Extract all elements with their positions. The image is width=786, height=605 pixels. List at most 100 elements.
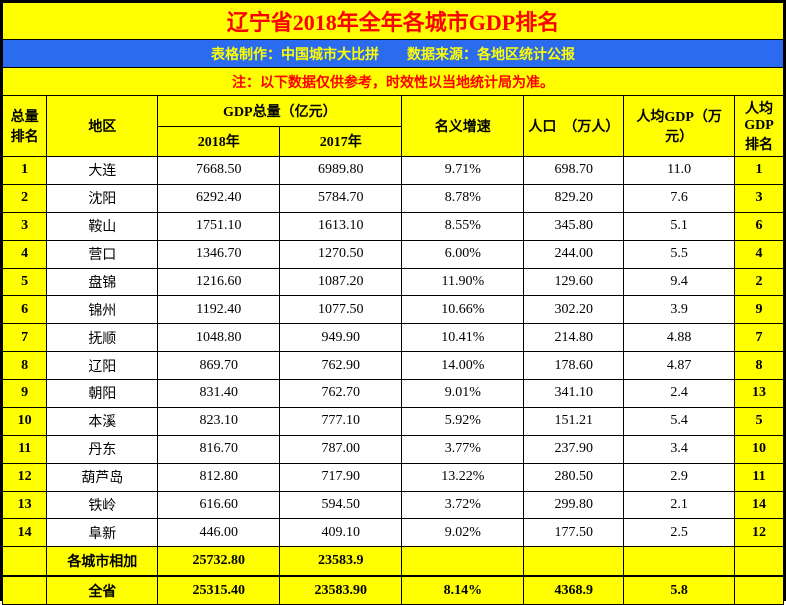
cell-region: 锦州 bbox=[47, 296, 158, 324]
table-row: 6锦州1192.401077.5010.66%302.203.99 bbox=[3, 296, 784, 324]
cell-pergdp: 3.4 bbox=[624, 435, 735, 463]
cell-g2018: 816.70 bbox=[158, 435, 280, 463]
cell-pop: 341.10 bbox=[524, 380, 624, 408]
cell-perrank: 11 bbox=[735, 463, 784, 491]
cell-pergdp: 5.4 bbox=[624, 407, 735, 435]
h-2017: 2017年 bbox=[280, 126, 402, 157]
table-row: 9朝阳831.40762.709.01%341.102.413 bbox=[3, 380, 784, 408]
prov-pop: 4368.9 bbox=[524, 576, 624, 605]
prov-2017: 23583.90 bbox=[280, 576, 402, 605]
cell-g2018: 7668.50 bbox=[158, 157, 280, 185]
cell-pergdp: 4.87 bbox=[624, 352, 735, 380]
cell-growth: 9.71% bbox=[402, 157, 524, 185]
cell-rank: 8 bbox=[3, 352, 47, 380]
cell-pergdp: 2.9 bbox=[624, 463, 735, 491]
table-row: 2沈阳6292.405784.708.78%829.207.63 bbox=[3, 184, 784, 212]
cell-growth: 8.78% bbox=[402, 184, 524, 212]
cell-pop: 302.20 bbox=[524, 296, 624, 324]
cell-g2018: 1216.60 bbox=[158, 268, 280, 296]
h-2018: 2018年 bbox=[158, 126, 280, 157]
cell-region: 辽阳 bbox=[47, 352, 158, 380]
cell-g2018: 1346.70 bbox=[158, 240, 280, 268]
cell-rank: 14 bbox=[3, 519, 47, 547]
cell-rank: 11 bbox=[3, 435, 47, 463]
cell-g2018: 823.10 bbox=[158, 407, 280, 435]
cell-pop: 299.80 bbox=[524, 491, 624, 519]
cell-rank: 9 bbox=[3, 380, 47, 408]
cell-g2018: 1048.80 bbox=[158, 324, 280, 352]
cell-pop: 151.21 bbox=[524, 407, 624, 435]
cell-region: 沈阳 bbox=[47, 184, 158, 212]
table-row: 14阜新446.00409.109.02%177.502.512 bbox=[3, 519, 784, 547]
table-row: 4营口1346.701270.506.00%244.005.54 bbox=[3, 240, 784, 268]
cell-g2018: 1751.10 bbox=[158, 212, 280, 240]
cell-region: 本溪 bbox=[47, 407, 158, 435]
cell-g2018: 831.40 bbox=[158, 380, 280, 408]
cell-g2018: 6292.40 bbox=[158, 184, 280, 212]
cell-pergdp: 2.1 bbox=[624, 491, 735, 519]
cell-region: 大连 bbox=[47, 157, 158, 185]
cell-growth: 3.77% bbox=[402, 435, 524, 463]
cell-region: 营口 bbox=[47, 240, 158, 268]
cell-pop: 177.50 bbox=[524, 519, 624, 547]
cell-pergdp: 9.4 bbox=[624, 268, 735, 296]
cell-growth: 5.92% bbox=[402, 407, 524, 435]
h-region: 地区 bbox=[47, 96, 158, 157]
cell-perrank: 10 bbox=[735, 435, 784, 463]
table-row: 10本溪823.10777.105.92%151.215.45 bbox=[3, 407, 784, 435]
cell-g2017: 1077.50 bbox=[280, 296, 402, 324]
cell-region: 丹东 bbox=[47, 435, 158, 463]
cell-rank: 2 bbox=[3, 184, 47, 212]
table-row: 1大连7668.506989.809.71%698.7011.01 bbox=[3, 157, 784, 185]
cell-perrank: 8 bbox=[735, 352, 784, 380]
cell-pergdp: 5.1 bbox=[624, 212, 735, 240]
prov-pergdp: 5.8 bbox=[624, 576, 735, 605]
cell-rank: 13 bbox=[3, 491, 47, 519]
cell-growth: 9.02% bbox=[402, 519, 524, 547]
title: 辽宁省2018年全年各城市GDP排名 bbox=[3, 3, 784, 40]
sum-2017: 23583.9 bbox=[280, 547, 402, 576]
cell-rank: 12 bbox=[3, 463, 47, 491]
table-row: 3鞍山1751.101613.108.55%345.805.16 bbox=[3, 212, 784, 240]
h-pop: 人口 （万人） bbox=[524, 96, 624, 157]
cell-g2018: 869.70 bbox=[158, 352, 280, 380]
table: 辽宁省2018年全年各城市GDP排名 表格制作：中国城市大比拼 数据来源：各地区… bbox=[2, 2, 784, 605]
cell-g2018: 1192.40 bbox=[158, 296, 280, 324]
h-growth: 名义增速 bbox=[402, 96, 524, 157]
cell-rank: 7 bbox=[3, 324, 47, 352]
cell-region: 阜新 bbox=[47, 519, 158, 547]
cell-region: 盘锦 bbox=[47, 268, 158, 296]
cell-growth: 3.72% bbox=[402, 491, 524, 519]
cell-pergdp: 3.9 bbox=[624, 296, 735, 324]
cell-g2017: 717.90 bbox=[280, 463, 402, 491]
cell-pop: 280.50 bbox=[524, 463, 624, 491]
cell-growth: 10.66% bbox=[402, 296, 524, 324]
cell-g2017: 594.50 bbox=[280, 491, 402, 519]
cell-g2018: 446.00 bbox=[158, 519, 280, 547]
cell-pop: 698.70 bbox=[524, 157, 624, 185]
note: 注：以下数据仅供参考，时效性以当地统计局为准。 bbox=[3, 68, 784, 96]
table-row: 5盘锦1216.601087.2011.90%129.609.42 bbox=[3, 268, 784, 296]
h-pergdp: 人均GDP（万元） bbox=[624, 96, 735, 157]
cell-rank: 6 bbox=[3, 296, 47, 324]
cell-growth: 9.01% bbox=[402, 380, 524, 408]
table-row: 11丹东816.70787.003.77%237.903.410 bbox=[3, 435, 784, 463]
cell-perrank: 13 bbox=[735, 380, 784, 408]
cell-growth: 8.55% bbox=[402, 212, 524, 240]
cell-g2018: 812.80 bbox=[158, 463, 280, 491]
table-row: 7抚顺1048.80949.9010.41%214.804.887 bbox=[3, 324, 784, 352]
cell-pop: 345.80 bbox=[524, 212, 624, 240]
cell-g2017: 5784.70 bbox=[280, 184, 402, 212]
h-rank: 总量排名 bbox=[3, 96, 47, 157]
cell-rank: 5 bbox=[3, 268, 47, 296]
table-row: 13铁岭616.60594.503.72%299.802.114 bbox=[3, 491, 784, 519]
h-gdp: GDP总量（亿元） bbox=[158, 96, 402, 127]
cell-perrank: 14 bbox=[735, 491, 784, 519]
cell-g2017: 6989.80 bbox=[280, 157, 402, 185]
cell-g2017: 762.70 bbox=[280, 380, 402, 408]
cell-region: 鞍山 bbox=[47, 212, 158, 240]
cell-g2017: 1270.50 bbox=[280, 240, 402, 268]
cell-g2017: 1087.20 bbox=[280, 268, 402, 296]
cell-growth: 6.00% bbox=[402, 240, 524, 268]
prov-blank bbox=[3, 576, 47, 605]
